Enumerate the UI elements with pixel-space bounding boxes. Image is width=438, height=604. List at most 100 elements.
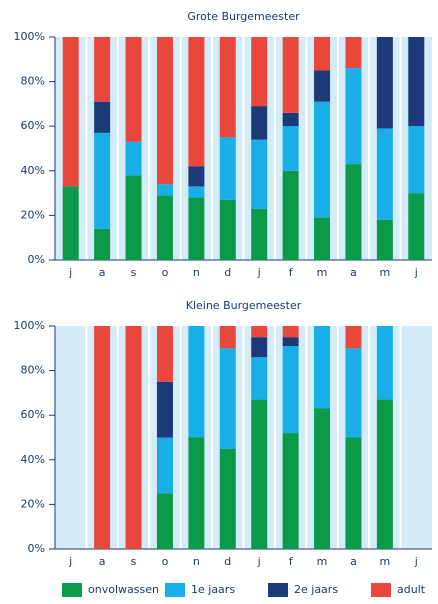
legend-label: adult — [397, 583, 426, 596]
y-tick-label: 80% — [21, 364, 45, 377]
bar-segment — [219, 326, 236, 349]
bar-segment — [62, 37, 79, 187]
bar-segment — [219, 448, 236, 549]
bar-segment — [219, 37, 236, 138]
legend-label: onvolwassen — [88, 583, 159, 596]
bar-segment — [156, 37, 173, 185]
x-tick-label: s — [131, 555, 137, 568]
x-tick-label: j — [414, 555, 418, 568]
y-tick-label: 0% — [28, 253, 45, 266]
bar-segment — [156, 184, 173, 196]
bar-segment — [345, 326, 362, 349]
bar-segment — [408, 126, 425, 194]
bar-segment — [376, 326, 393, 400]
y-tick-label: 0% — [28, 542, 45, 555]
bar-segment — [282, 326, 299, 338]
x-tick-label: o — [162, 266, 169, 279]
bar-segment — [345, 437, 362, 549]
bar-segment — [314, 408, 331, 549]
x-tick-label: d — [224, 266, 231, 279]
bar-segment — [282, 170, 299, 260]
chart-title: Kleine Burgemeester — [186, 299, 302, 312]
bar-segment — [94, 37, 111, 102]
legend-swatch — [62, 583, 82, 597]
bar-segment — [188, 186, 205, 198]
x-tick-label: d — [224, 555, 231, 568]
x-tick-label: j — [68, 555, 72, 568]
bar-segment — [282, 346, 299, 434]
legend-swatch — [268, 583, 288, 597]
bar-segment — [314, 101, 331, 218]
legend-label: 2e jaars — [294, 583, 338, 596]
bar-segment — [251, 326, 268, 338]
y-tick-label: 40% — [21, 453, 45, 466]
bar-segment — [282, 112, 299, 127]
bar-segment — [376, 37, 393, 129]
x-tick-label: m — [317, 555, 328, 568]
legend-label: 1e jaars — [191, 583, 235, 596]
x-tick-label: j — [257, 555, 261, 568]
x-tick-label: s — [131, 266, 137, 279]
x-tick-label: a — [350, 266, 357, 279]
bar-segment — [345, 348, 362, 438]
y-tick-label: 20% — [21, 208, 45, 221]
bar-segment — [125, 326, 142, 549]
x-tick-label: j — [68, 266, 72, 279]
bar-segment — [156, 195, 173, 260]
bar-segment — [251, 106, 268, 140]
bar-segment — [282, 337, 299, 347]
bar-segment — [345, 37, 362, 69]
bar-segment — [251, 399, 268, 549]
bar-segment — [188, 37, 205, 167]
bar-segment — [188, 437, 205, 549]
y-tick-label: 80% — [21, 75, 45, 88]
y-tick-label: 60% — [21, 119, 45, 132]
x-tick-label: m — [380, 555, 391, 568]
x-tick-label: m — [380, 266, 391, 279]
bar-segment — [156, 493, 173, 549]
bar-segment — [345, 164, 362, 260]
bar-segment — [282, 126, 299, 171]
bar-segment — [125, 37, 142, 142]
bar-segment — [408, 37, 425, 127]
bar-segment — [251, 139, 268, 209]
bar-segment — [94, 228, 111, 260]
bar-segment — [376, 219, 393, 260]
bar-segment — [219, 137, 236, 200]
bar-segment — [156, 326, 173, 382]
y-tick-label: 20% — [21, 497, 45, 510]
x-tick-label: j — [414, 266, 418, 279]
x-tick-label: j — [257, 266, 261, 279]
bar-segment — [345, 68, 362, 165]
bar-segment — [219, 348, 236, 449]
bar-segment — [251, 208, 268, 260]
y-tick-label: 60% — [21, 408, 45, 421]
x-tick-label: a — [350, 555, 357, 568]
bar-segment — [156, 381, 173, 438]
bar-segment — [94, 326, 111, 549]
bar-segment — [314, 217, 331, 260]
bar-segment — [188, 326, 205, 438]
bar-segment — [188, 197, 205, 260]
bar-segment — [314, 326, 331, 409]
x-tick-label: m — [317, 266, 328, 279]
bar-segment — [62, 186, 79, 260]
x-tick-label: n — [193, 555, 200, 568]
x-tick-label: a — [99, 555, 106, 568]
bar-segment — [314, 70, 331, 102]
bar-segment — [376, 399, 393, 549]
bar-segment — [376, 128, 393, 220]
bar-segment — [251, 337, 268, 358]
bar-segment — [314, 37, 331, 71]
bar-segment — [282, 433, 299, 549]
bar-segment — [282, 37, 299, 113]
y-tick-label: 100% — [14, 319, 45, 332]
x-tick-label: a — [99, 266, 106, 279]
bar-segment — [125, 141, 142, 176]
x-tick-label: f — [289, 555, 294, 568]
chart-title: Grote Burgemeester — [187, 10, 300, 23]
y-tick-label: 40% — [21, 164, 45, 177]
legend-swatch — [165, 583, 185, 597]
bar-segment — [94, 101, 111, 133]
